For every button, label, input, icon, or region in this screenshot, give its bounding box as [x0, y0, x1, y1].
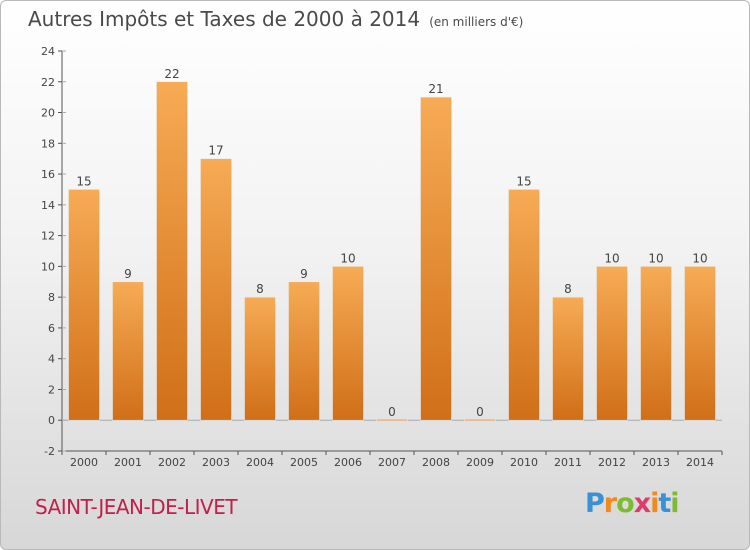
bar-2002: [156, 81, 188, 421]
x-tick-label-2010: 2010: [510, 456, 538, 469]
value-label-2008: 21: [428, 82, 443, 96]
bar-2012: [596, 266, 628, 421]
x-tick-label-2007: 2007: [378, 456, 406, 469]
logo-letter: x: [633, 488, 651, 519]
x-tick-label-2005: 2005: [290, 456, 318, 469]
bar-2004: [244, 296, 276, 421]
bar-2011: [552, 296, 584, 421]
chart-title: Autres Impôts et Taxes de 2000 à 2014 (e…: [28, 7, 523, 31]
value-label-2009: 0: [476, 405, 484, 419]
logo-letter: t: [658, 488, 671, 519]
value-label-2010: 15: [516, 174, 531, 188]
x-tick-label-2012: 2012: [598, 456, 626, 469]
bar-2010: [508, 189, 540, 421]
bar-2001: [112, 281, 144, 421]
proxiti-logo[interactable]: Proxiti: [585, 488, 680, 519]
y-tick-label: 0: [48, 414, 55, 427]
y-tick-label: 12: [41, 230, 55, 243]
bar-2009: [464, 418, 496, 422]
value-label-2005: 9: [300, 267, 308, 281]
y-tick-label: 22: [41, 76, 55, 89]
y-tick-label: 10: [41, 260, 55, 273]
y-tick-label: 2: [48, 383, 55, 396]
y-tick-label: 18: [41, 137, 55, 150]
value-label-2011: 8: [564, 282, 572, 296]
x-tick-label-2002: 2002: [158, 456, 186, 469]
x-tick-label-2003: 2003: [202, 456, 230, 469]
logo-letter: i: [670, 488, 679, 519]
value-label-2006: 10: [340, 251, 355, 265]
value-label-2002: 22: [164, 67, 179, 81]
bar-2013: [640, 266, 672, 421]
x-tick-label-2000: 2000: [70, 456, 98, 469]
x-tick-label-2009: 2009: [466, 456, 494, 469]
value-label-2014: 10: [692, 251, 707, 265]
y-tick-label: 6: [48, 322, 55, 335]
y-tick-label: 16: [41, 168, 55, 181]
value-label-2003: 17: [208, 144, 223, 158]
value-label-2007: 0: [388, 405, 396, 419]
value-label-2004: 8: [256, 282, 264, 296]
commune-name: SAINT-JEAN-DE-LIVET: [35, 495, 238, 519]
logo-letter: i: [650, 488, 659, 519]
chart-title-main: Autres Impôts et Taxes de 2000 à 2014: [28, 7, 421, 31]
bar-2006: [332, 266, 364, 421]
logo-letter: P: [585, 488, 605, 519]
x-tick-label-2001: 2001: [114, 456, 142, 469]
x-tick-label-2014: 2014: [686, 456, 714, 469]
bar-2008: [420, 96, 452, 421]
value-label-2001: 9: [124, 267, 132, 281]
value-label-2000: 15: [76, 174, 91, 188]
x-tick-label-2008: 2008: [422, 456, 450, 469]
logo-letter: r: [603, 488, 617, 519]
y-tick-label: 4: [48, 353, 55, 366]
y-tick-label: -2: [44, 445, 55, 458]
value-label-2012: 10: [604, 251, 619, 265]
y-tick-label: 14: [41, 199, 55, 212]
x-tick-label-2004: 2004: [246, 456, 274, 469]
bar-2005: [288, 281, 320, 421]
y-tick-label: 8: [48, 291, 55, 304]
bar-2014: [684, 266, 716, 421]
chart-title-unit: (en milliers d'€): [429, 15, 524, 29]
bar-2007: [376, 418, 408, 422]
x-tick-label-2013: 2013: [642, 456, 670, 469]
x-tick-label-2006: 2006: [334, 456, 362, 469]
y-tick-label: 20: [41, 107, 55, 120]
logo-letter: o: [616, 488, 635, 519]
bar-2000: [68, 189, 100, 421]
y-tick-label: 24: [41, 45, 55, 58]
bar-2003: [200, 158, 232, 421]
x-tick-label-2011: 2011: [554, 456, 582, 469]
value-label-2013: 10: [648, 251, 663, 265]
